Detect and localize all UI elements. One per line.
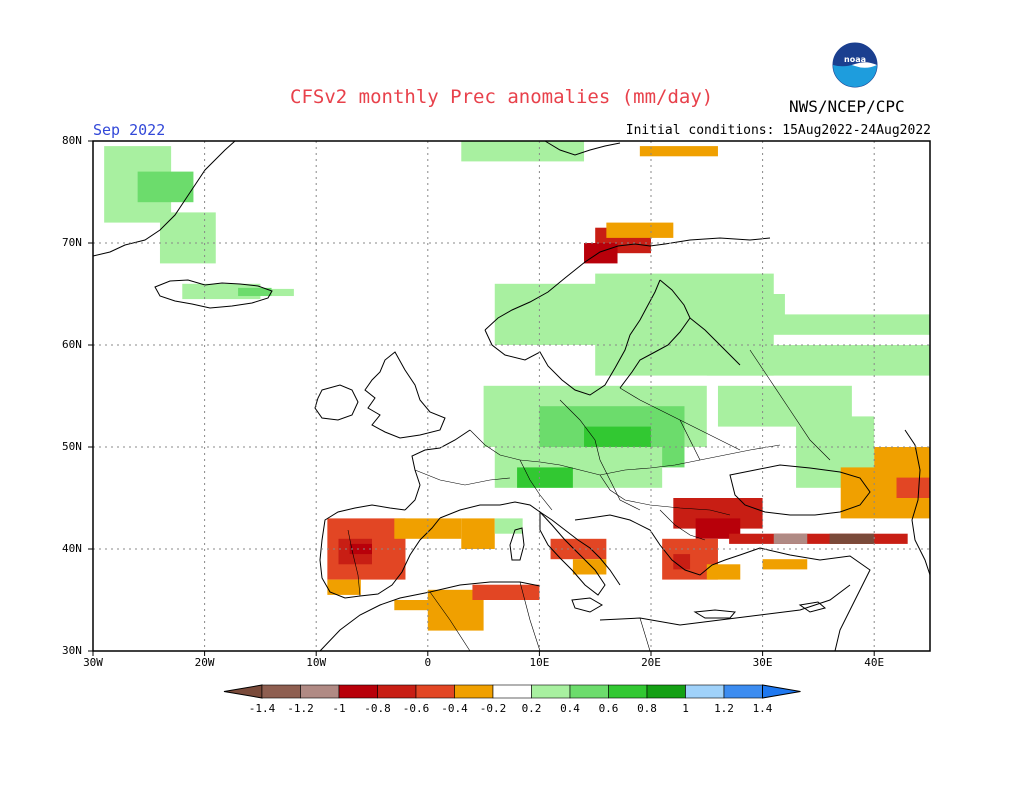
colorbar-arrow-right bbox=[762, 684, 801, 699]
colorbar-tick-label: 0.2 bbox=[521, 702, 542, 715]
lon-tick-label: 10W bbox=[306, 656, 327, 669]
colorbar-arrow-left bbox=[223, 684, 263, 699]
lon-tick-label: 0 bbox=[424, 656, 432, 669]
lon-tick-label: 40E bbox=[864, 656, 885, 669]
colorbar-tick-label: 0.4 bbox=[560, 702, 580, 715]
anomaly-cell bbox=[762, 559, 808, 570]
country-borders bbox=[347, 349, 831, 652]
anomaly-cell bbox=[461, 141, 585, 162]
anomaly-cells bbox=[104, 141, 930, 631]
colorbar-tick-label: -0.8 bbox=[364, 702, 391, 715]
initial-conditions: Initial conditions: 15Aug2022-24Aug2022 bbox=[625, 123, 931, 138]
anomaly-cell bbox=[729, 533, 908, 544]
colorbar-tick-label: 0.6 bbox=[598, 702, 619, 715]
anomaly-cell bbox=[517, 467, 573, 488]
colorbar-swatch bbox=[377, 684, 417, 699]
forecast-period: Sep 2022 bbox=[93, 121, 166, 139]
colorbar-swatch bbox=[415, 684, 455, 699]
anomaly-cell bbox=[461, 518, 495, 549]
colorbar-tick-label: -1.4 bbox=[248, 702, 276, 715]
colorbar-swatch bbox=[646, 684, 686, 699]
anomaly-cell bbox=[159, 212, 216, 264]
anomaly-cell bbox=[472, 584, 540, 600]
anomaly-cell bbox=[238, 287, 272, 297]
lat-tick-label: 40N bbox=[62, 542, 82, 555]
anomaly-cell bbox=[706, 564, 741, 580]
anomaly-cell bbox=[394, 600, 439, 611]
colorbar bbox=[223, 684, 801, 699]
anomaly-cell bbox=[584, 243, 618, 264]
lon-tick-label: 30W bbox=[83, 656, 103, 669]
anomaly-cell bbox=[584, 426, 651, 447]
anomaly-cell bbox=[271, 288, 294, 297]
colorbar-swatch bbox=[492, 684, 532, 699]
anomaly-cell bbox=[706, 345, 930, 376]
anomaly-cell bbox=[606, 222, 674, 238]
lon-tick-label: 20E bbox=[641, 656, 661, 669]
colorbar-tick-label: -0.6 bbox=[402, 702, 430, 715]
lat-tick-label: 70N bbox=[62, 236, 82, 249]
graticule bbox=[93, 141, 930, 651]
agency-label: NWS/NCEP/CPC bbox=[789, 97, 905, 116]
anomaly-cell bbox=[494, 518, 523, 534]
colorbar-swatch bbox=[338, 684, 378, 699]
anomaly-cell bbox=[550, 538, 607, 560]
colorbar-tick-label: 1 bbox=[682, 702, 689, 715]
anomaly-cell bbox=[673, 554, 691, 570]
colorbar-swatch bbox=[454, 684, 494, 699]
noaa-logo-icon: noaa bbox=[832, 42, 878, 88]
anomaly-cell bbox=[327, 579, 361, 595]
colorbar-swatch bbox=[685, 684, 725, 699]
anomaly-cell bbox=[572, 559, 607, 575]
colorbar-tick-label: -0.4 bbox=[441, 702, 468, 715]
colorbar-swatch bbox=[608, 684, 648, 699]
lat-tick-label: 60N bbox=[62, 338, 82, 351]
anomaly-cell bbox=[639, 146, 718, 157]
colorbar-swatch bbox=[723, 684, 763, 699]
colorbar-tick-label: 0.8 bbox=[637, 702, 657, 715]
colorbar-tick-label: -1 bbox=[332, 702, 346, 715]
lon-tick-label: 20W bbox=[194, 656, 215, 669]
colorbar-swatch bbox=[569, 684, 609, 699]
lat-tick-label: 50N bbox=[62, 440, 82, 453]
chart-title: CFSv2 monthly Prec anomalies (mm/day) bbox=[290, 86, 714, 108]
anomaly-cell bbox=[137, 171, 194, 203]
colorbar-tick-label: 1.4 bbox=[752, 702, 773, 715]
lon-tick-label: 10E bbox=[529, 656, 550, 669]
anomaly-cell bbox=[349, 543, 372, 555]
anomaly-cell bbox=[829, 533, 875, 544]
colorbar-tick-label: -1.2 bbox=[287, 702, 314, 715]
colorbar-swatch bbox=[531, 684, 571, 699]
lon-tick-label: 30E bbox=[752, 656, 773, 669]
colorbar-swatch bbox=[261, 684, 301, 699]
coastlines bbox=[92, 140, 931, 652]
anomaly-cell bbox=[896, 477, 930, 498]
anomaly-cell bbox=[773, 533, 808, 544]
colorbar-tick-label: 1.2 bbox=[714, 702, 734, 715]
anomaly-cell bbox=[394, 518, 462, 539]
colorbar-tick-label: -0.2 bbox=[479, 702, 507, 715]
lat-tick-label: 80N bbox=[62, 134, 82, 147]
svg-text:noaa: noaa bbox=[844, 55, 866, 64]
colorbar-swatch bbox=[300, 684, 340, 699]
anomaly-cell bbox=[762, 314, 930, 335]
lat-tick-label: 30N bbox=[62, 644, 82, 657]
